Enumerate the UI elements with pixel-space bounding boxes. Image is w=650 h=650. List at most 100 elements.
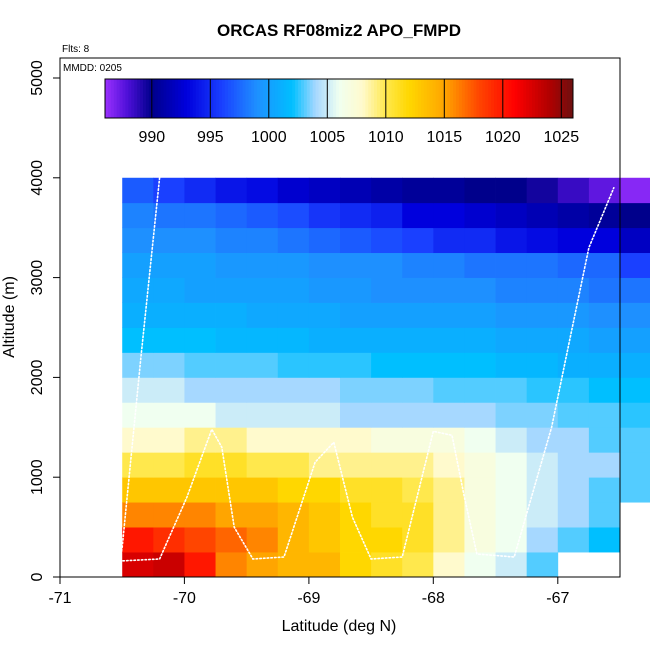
heatmap-cell	[277, 402, 310, 428]
colorbar-swatch	[178, 79, 182, 118]
colorbar-swatch	[552, 79, 556, 118]
heatmap-cell	[402, 302, 434, 328]
colorbar-swatch	[371, 79, 375, 118]
colorbar-swatch	[461, 79, 466, 118]
heatmap-cell	[153, 277, 185, 303]
heatmap-cell	[371, 177, 403, 204]
heatmap-cell	[308, 452, 341, 478]
colorbar-swatch	[453, 79, 457, 118]
heatmap-cell	[153, 452, 185, 478]
heatmap-cell	[340, 252, 372, 278]
heatmap-cell	[495, 477, 528, 503]
flight-track-line	[118, 177, 615, 562]
colorbar-swatch	[467, 79, 472, 118]
colorbar-swatch	[286, 79, 290, 118]
colorbar-swatch	[113, 79, 118, 118]
colorbar-swatch	[517, 79, 521, 118]
heatmap-cell	[184, 552, 216, 578]
heatmap-cell	[620, 227, 650, 254]
heatmap-cell	[122, 252, 154, 278]
colorbar-tick-label: 1025	[544, 129, 580, 146]
colorbar-swatch	[476, 79, 480, 118]
heatmap-cell	[277, 227, 310, 254]
colorbar-swatch	[251, 79, 255, 118]
heatmap-cell	[340, 227, 372, 254]
heatmap-cell	[526, 227, 559, 254]
colorbar-swatch	[450, 79, 454, 118]
heatmap-cell	[402, 477, 434, 503]
colorbar-swatch	[543, 79, 548, 118]
heatmap-cell	[557, 277, 590, 303]
colorbar-frame	[104, 78, 574, 119]
colorbar-swatch	[438, 79, 442, 118]
heatmap-cell	[557, 327, 590, 353]
colorbar-swatch	[248, 79, 252, 118]
heatmap-cell	[277, 252, 310, 278]
heatmap-cell	[215, 377, 248, 403]
heatmap-cell	[371, 227, 403, 254]
heatmap-cell	[433, 202, 465, 229]
colorbar-swatch	[224, 79, 229, 118]
heatmap-cell	[495, 427, 528, 453]
heatmap-cell	[122, 227, 154, 254]
colorbar-swatch	[362, 79, 366, 118]
heatmap-cell	[340, 427, 372, 453]
colorbar-swatch	[374, 79, 378, 118]
heatmap-cell	[122, 177, 154, 204]
heatmap-cell	[557, 377, 590, 403]
heatmap-cell	[526, 502, 559, 528]
colorbar-swatch	[540, 79, 545, 118]
heatmap-cell	[122, 452, 154, 478]
heatmap-cell	[308, 302, 341, 328]
heatmap-cell	[433, 527, 465, 553]
y-tick-label: 3000	[29, 260, 46, 296]
heatmap-cell	[246, 177, 279, 204]
heatmap-cell	[122, 552, 154, 578]
colorbar-swatch	[298, 79, 302, 118]
x-tick-label: -71	[48, 590, 71, 607]
heatmap-cell	[246, 252, 279, 278]
heatmap-cell	[153, 352, 185, 378]
colorbar-swatch	[520, 79, 524, 118]
colorbar-swatch	[570, 79, 574, 118]
colorbar-swatch	[105, 79, 109, 118]
y-tick-label: 0	[29, 572, 46, 581]
colorbar-swatch	[485, 79, 489, 118]
heatmap-cell	[122, 402, 154, 428]
heatmap-cell	[464, 552, 496, 578]
heatmap-cell	[495, 227, 528, 254]
heatmap-cell	[277, 377, 310, 403]
heatmap-cell	[184, 502, 216, 528]
colorbar-swatch	[260, 79, 264, 118]
heatmap-cell	[308, 277, 341, 303]
colorbar-swatch	[175, 79, 179, 118]
heatmap-cell	[526, 302, 559, 328]
colorbar-swatch	[216, 79, 220, 118]
heatmap-cell	[526, 202, 559, 229]
heatmap-cell	[308, 252, 341, 278]
heatmap-cell	[184, 202, 216, 229]
colorbar-swatch	[306, 79, 311, 118]
colorbar: 990 995 1000 1005 1010 1015 1020 1025	[104, 78, 579, 146]
heatmap-cell	[526, 427, 559, 453]
heatmap-cell	[526, 452, 559, 478]
colorbar-tick-label: 990	[138, 129, 165, 146]
heatmap-cell	[402, 502, 434, 528]
heatmap-cell	[588, 252, 621, 278]
heatmap-cell	[371, 402, 403, 428]
colorbar-swatch	[444, 79, 448, 118]
heatmap-cell	[433, 277, 465, 303]
colorbar-swatch	[140, 79, 144, 118]
colorbar-swatch	[324, 79, 328, 118]
colorbar-ticks: 990 995 1000 1005 1010 1015 1020 1025	[138, 79, 579, 146]
heatmap-cell	[371, 202, 403, 229]
heatmap-cell	[371, 277, 403, 303]
heatmap-cell	[340, 477, 372, 503]
heatmap-cell	[620, 277, 650, 303]
heatmap-cell	[588, 177, 621, 204]
colorbar-swatch	[417, 79, 422, 118]
heatmap-cell	[340, 277, 372, 303]
colorbar-swatch	[341, 79, 346, 118]
heatmap-cell	[153, 527, 185, 553]
heatmap-cell	[246, 527, 279, 553]
